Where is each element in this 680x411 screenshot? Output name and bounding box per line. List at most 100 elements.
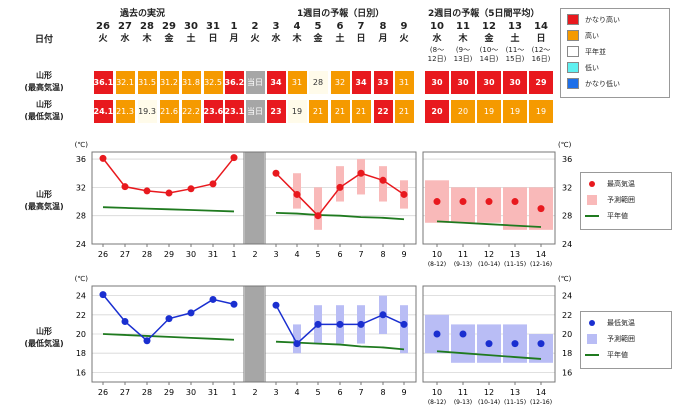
chart-legend-label: 平年値: [607, 212, 628, 220]
x-tick-label: 11: [458, 250, 468, 259]
date-range-end: 13日): [453, 55, 473, 63]
unit-label-left: (℃): [75, 275, 89, 283]
forecast-point: [379, 311, 387, 319]
x-tick-label: 9: [401, 250, 406, 259]
week2-point: [485, 340, 493, 348]
forecast-point: [400, 190, 408, 198]
category-label: かなり低い: [585, 80, 620, 88]
chart-label-high: 山形 (最高気温): [14, 189, 74, 213]
date-header-cell: 27 水: [112, 20, 139, 46]
range-bar: [503, 187, 527, 230]
date-weekday: 日: [208, 34, 218, 44]
table-cell-low: 23.6: [202, 99, 224, 124]
section-title-past: 過去の実況: [120, 9, 166, 19]
table-cell-high: 29: [528, 70, 554, 95]
x-tick-sublabel: (8-12): [428, 399, 446, 406]
date-weekday: 水: [271, 34, 281, 44]
observed-point: [187, 309, 195, 317]
observed-point: [121, 183, 129, 191]
date-weekday: 土: [186, 34, 196, 44]
week2-point: [485, 198, 493, 206]
table-cell-high: 31: [393, 70, 415, 95]
chart-label-low: 山形 (最低気温): [14, 326, 74, 350]
y-tick-label-right: 18: [562, 349, 572, 358]
table-cell-low: 21: [329, 99, 351, 124]
category-label: 平年並: [585, 48, 606, 56]
date-weekday: 火: [98, 34, 108, 44]
chart-legend-label: 予測範囲: [607, 196, 635, 204]
date-weekday: 木: [458, 34, 468, 44]
table-cell-low: 23.1: [223, 99, 245, 124]
x-tick-label: 3: [273, 250, 278, 259]
x-tick-label: 11: [458, 388, 468, 397]
table-cell-low: 当日: [244, 99, 266, 124]
date-header-cell: 29 金: [156, 20, 183, 46]
date-range-start: (11〜: [505, 46, 525, 54]
observed-marker-icon: [589, 181, 595, 187]
date-header-cell: 28 木: [134, 20, 161, 46]
week2-point: [511, 198, 519, 206]
x-tick-label: 5: [315, 388, 320, 397]
y-tick-label-left: 28: [76, 212, 86, 221]
table-cell-low: 19.3: [136, 99, 158, 124]
date-day: 31: [206, 21, 220, 32]
x-tick-sublabel: (12-16): [530, 261, 552, 268]
y-tick-label-left: 24: [76, 240, 86, 249]
forecast-point: [379, 176, 387, 184]
category-swatch: [567, 78, 579, 89]
normal-line-past: [102, 206, 235, 213]
date-weekday: 日: [536, 34, 546, 44]
table-cell-high: 28: [307, 70, 329, 95]
normal-line-past: [102, 333, 235, 341]
x-tick-label: 29: [164, 250, 174, 259]
unit-label-right: (℃): [558, 275, 572, 283]
x-tick-label: 29: [164, 388, 174, 397]
table-cell-low: 20: [424, 99, 450, 124]
y-tick-label-left: 32: [76, 183, 86, 192]
date-day: 13: [508, 21, 522, 32]
forecast-point: [336, 320, 344, 328]
unit-label-right: (℃): [558, 141, 572, 149]
date-range-start: (8〜: [429, 46, 445, 54]
date-range-end: 14日): [479, 55, 499, 63]
x-tick-sublabel: (9-13): [454, 399, 472, 406]
table-label-low: 山形 (最低気温): [14, 99, 74, 123]
plot-frame: [422, 151, 556, 245]
table-cell-high: 36.1: [92, 70, 114, 95]
date-day: 27: [118, 21, 132, 32]
y-tick-label-left: 36: [76, 155, 86, 164]
x-tick-sublabel: (9-13): [454, 261, 472, 268]
y-tick-label-right: 24: [562, 240, 572, 249]
date-weekday: 金: [164, 34, 174, 44]
range-swatch-icon: [587, 195, 597, 205]
date-weekday: 水: [120, 34, 130, 44]
date-range-end: 15日): [505, 55, 525, 63]
forecast-point: [314, 320, 322, 328]
range-bar: [357, 159, 365, 195]
x-tick-sublabel: (11-15): [504, 399, 526, 406]
observed-point: [99, 154, 107, 162]
y-tick-label-left: 20: [76, 330, 86, 339]
x-tick-label: 2: [252, 250, 257, 259]
date-day: 5: [314, 21, 322, 32]
plot-frame: [264, 285, 417, 383]
table-cell-high: 31.2: [158, 70, 180, 95]
y-tick-label-right: 28: [562, 212, 572, 221]
x-tick-label: 12: [484, 388, 494, 397]
x-tick-label: 6: [337, 250, 342, 259]
chart-label-low-type: (最低気温): [24, 339, 64, 348]
date-day: 12: [482, 21, 496, 32]
today-gap: [245, 152, 264, 244]
date-header-cell: 14 日 (12〜 16日): [525, 20, 557, 64]
date-header-cell: 30 土: [178, 20, 205, 46]
x-tick-label: 13: [510, 250, 520, 259]
x-tick-label: 27: [120, 388, 130, 397]
date-label: 日付: [34, 35, 53, 45]
observed-point: [209, 295, 217, 303]
y-tick-label-right: 16: [562, 368, 572, 377]
